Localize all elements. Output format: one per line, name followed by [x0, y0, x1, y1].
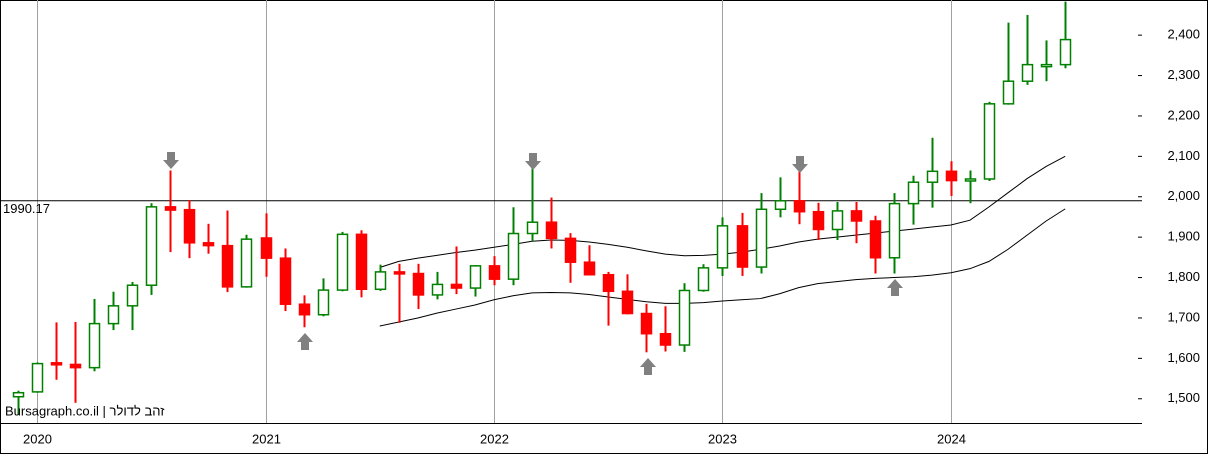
- band-line: [379, 208, 1066, 327]
- candle-body: [774, 200, 787, 211]
- candle-body: [202, 242, 215, 247]
- x-tick-label: 2020: [23, 431, 52, 446]
- candle-body: [469, 265, 482, 289]
- candle-body: [126, 284, 139, 307]
- candle-body: [221, 244, 234, 288]
- y-tick-label: 1,700: [1167, 309, 1200, 324]
- candle-body: [336, 233, 349, 291]
- candle-body: [659, 332, 672, 346]
- candle-body: [907, 181, 920, 205]
- y-tick-label: 1,500: [1167, 390, 1200, 405]
- candle-body: [412, 272, 425, 296]
- candle-body: [450, 283, 463, 289]
- candle-body: [431, 283, 444, 296]
- candle-body: [564, 237, 577, 263]
- candle-body: [1002, 80, 1015, 105]
- up-arrow: [297, 333, 313, 350]
- candle-body: [374, 271, 387, 291]
- candle-body: [69, 363, 82, 369]
- candle-body: [145, 206, 158, 286]
- candle-body: [831, 210, 844, 231]
- candle-body: [850, 210, 863, 222]
- candle-body: [88, 322, 101, 369]
- candle-body: [678, 289, 691, 346]
- y-tick-label: 1,600: [1167, 350, 1200, 365]
- signal-arrows: [163, 152, 903, 375]
- candle-body: [945, 170, 958, 182]
- candle-body: [888, 202, 901, 259]
- candle-body: [983, 103, 996, 180]
- candle-body: [240, 238, 253, 288]
- candle-body: [279, 257, 292, 305]
- y-tick-label: 2,400: [1167, 27, 1200, 42]
- x-tick-label: 2024: [937, 431, 966, 446]
- candle-body: [697, 267, 710, 292]
- candle-body: [583, 261, 596, 276]
- down-arrow: [792, 156, 808, 173]
- up-arrow: [887, 279, 903, 296]
- candle-body: [602, 273, 615, 293]
- candle-body: [1059, 38, 1072, 66]
- candle-body: [507, 232, 520, 280]
- candle-body: [31, 362, 44, 393]
- candle-body: [869, 220, 882, 259]
- candle-body: [298, 303, 311, 316]
- candle-body: [393, 271, 406, 275]
- candle-body: [545, 221, 558, 240]
- x-tick-label: 2021: [252, 431, 281, 446]
- up-arrow: [640, 358, 656, 375]
- y-tick-label: 1,800: [1167, 269, 1200, 284]
- y-tick-label: 2,300: [1167, 67, 1200, 82]
- candle-body: [736, 225, 749, 268]
- reference-label: 1990.17: [3, 201, 50, 216]
- candle-body: [1040, 63, 1053, 68]
- candle-body: [107, 305, 120, 325]
- y-tick-label: 2,000: [1167, 188, 1200, 203]
- watermark: Bursagraph.co.il | זהב לדולר: [5, 403, 165, 418]
- candle-body: [317, 289, 330, 316]
- y-tick-label: 1,900: [1167, 229, 1200, 244]
- candle-body: [488, 265, 501, 280]
- candle-body: [164, 206, 177, 211]
- candle-body: [812, 210, 825, 231]
- candle-body: [793, 200, 806, 213]
- x-tick-label: 2023: [708, 431, 737, 446]
- y-tick-label: 2,100: [1167, 148, 1200, 163]
- candle-body: [621, 290, 634, 315]
- candle-body: [755, 208, 768, 268]
- candle-body: [183, 208, 196, 244]
- candle-body: [964, 178, 977, 182]
- candle-body: [526, 221, 539, 235]
- candle-body: [1021, 63, 1034, 82]
- candle-body: [355, 233, 368, 291]
- down-arrow: [163, 152, 179, 169]
- candle-body: [12, 391, 25, 398]
- down-arrow: [525, 153, 541, 170]
- y-tick-label: 2,200: [1167, 107, 1200, 122]
- candle-body: [640, 312, 653, 335]
- candle-body: [260, 237, 273, 259]
- candle-body: [716, 225, 729, 269]
- marks: [12, 1, 1072, 415]
- candle-body: [50, 362, 63, 366]
- candle-body: [926, 170, 939, 183]
- x-tick-label: 2022: [480, 431, 509, 446]
